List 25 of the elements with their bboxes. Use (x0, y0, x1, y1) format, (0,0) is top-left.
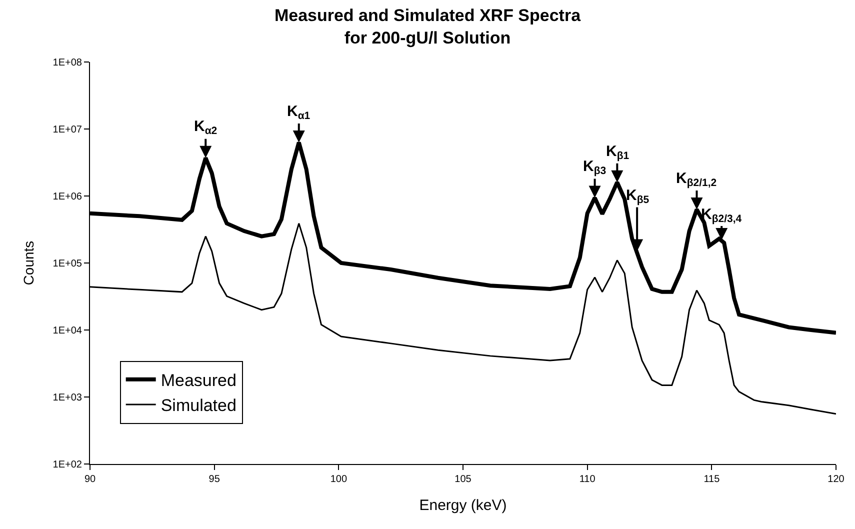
x-tick-label: 100 (330, 474, 348, 485)
legend-label: Simulated (160, 396, 236, 416)
x-tick-label: 120 (828, 474, 845, 485)
y-tick-label: 1E+07 (52, 124, 82, 136)
x-tick-label: 90 (84, 474, 96, 485)
annotation: K$_{β3}$ (583, 158, 606, 178)
y-tick-label: 1E+03 (52, 392, 82, 404)
y-axis-title: Counts (20, 240, 36, 286)
annotation: K$_{α1}$ (287, 103, 310, 122)
x-tick-label: 105 (454, 474, 472, 485)
y-tick-label: 1E+06 (52, 192, 82, 202)
x-tick-label: 110 (579, 474, 596, 485)
y-tick-label: 1E+02 (52, 460, 82, 470)
legend-label: Measured (160, 370, 236, 390)
y-tick-label: 1E+08 (52, 58, 82, 68)
annotation: K$_{α2}$ (194, 118, 218, 138)
chart-title: Measured and Simulated XRF Spectra for 200-gU/l Solution (274, 6, 582, 48)
x-axis-title: Energy (keV) (419, 497, 507, 514)
annotation: K$_{β2/1,2}$ (676, 170, 717, 190)
x-tick-label: 95 (208, 474, 220, 485)
y-tick-label: 1E+05 (52, 258, 82, 270)
x-tick-label: 115 (704, 474, 720, 485)
y-tick-label: 1E+04 (52, 326, 82, 336)
annotation: K$_{β1}$ (606, 143, 630, 162)
annotation: K$_{β5}$ (626, 187, 650, 206)
